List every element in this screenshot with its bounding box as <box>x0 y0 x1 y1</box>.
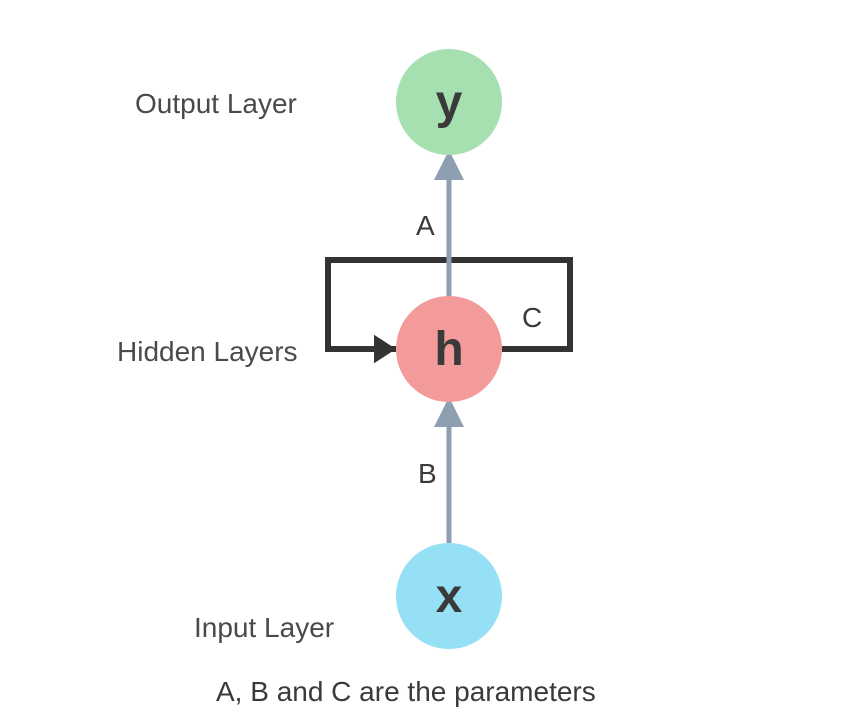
hidden-node: h <box>396 296 502 402</box>
edge-a-label: A <box>416 210 435 242</box>
output-node-label: y <box>436 75 463 130</box>
hidden-layer-label: Hidden Layers <box>117 336 298 368</box>
input-layer-label: Input Layer <box>194 612 334 644</box>
edge-c-label: C <box>522 302 542 334</box>
diagram-canvas: y h x Output Layer Hidden Layers Input L… <box>0 0 860 728</box>
edge-recurrent-c-arrowhead <box>374 335 396 364</box>
edge-b-label: B <box>418 458 437 490</box>
hidden-node-label: h <box>434 322 463 377</box>
output-node: y <box>396 49 502 155</box>
input-node: x <box>396 543 502 649</box>
caption: A, B and C are the parameters <box>216 676 596 708</box>
input-node-label: x <box>436 569 463 624</box>
output-layer-label: Output Layer <box>135 88 297 120</box>
